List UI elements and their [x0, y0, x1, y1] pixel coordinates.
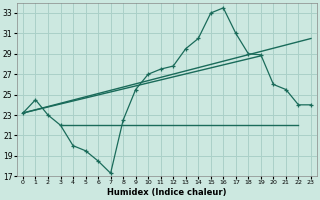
X-axis label: Humidex (Indice chaleur): Humidex (Indice chaleur) [107, 188, 227, 197]
